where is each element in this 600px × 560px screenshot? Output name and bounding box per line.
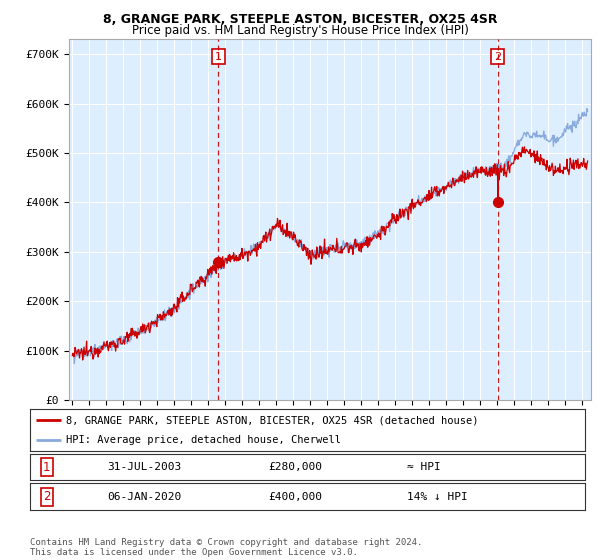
Text: 31-JUL-2003: 31-JUL-2003 xyxy=(108,462,182,472)
Text: 14% ↓ HPI: 14% ↓ HPI xyxy=(407,492,468,502)
Text: 06-JAN-2020: 06-JAN-2020 xyxy=(108,492,182,502)
Text: Price paid vs. HM Land Registry's House Price Index (HPI): Price paid vs. HM Land Registry's House … xyxy=(131,24,469,36)
Text: £400,000: £400,000 xyxy=(269,492,323,502)
Text: ≈ HPI: ≈ HPI xyxy=(407,462,441,472)
Text: 1: 1 xyxy=(215,52,222,62)
Text: 1: 1 xyxy=(43,460,50,474)
Text: £280,000: £280,000 xyxy=(269,462,323,472)
Text: 2: 2 xyxy=(43,490,50,503)
Text: Contains HM Land Registry data © Crown copyright and database right 2024.
This d: Contains HM Land Registry data © Crown c… xyxy=(30,538,422,557)
Text: HPI: Average price, detached house, Cherwell: HPI: Average price, detached house, Cher… xyxy=(66,435,341,445)
Text: 8, GRANGE PARK, STEEPLE ASTON, BICESTER, OX25 4SR (detached house): 8, GRANGE PARK, STEEPLE ASTON, BICESTER,… xyxy=(66,415,479,425)
Text: 8, GRANGE PARK, STEEPLE ASTON, BICESTER, OX25 4SR: 8, GRANGE PARK, STEEPLE ASTON, BICESTER,… xyxy=(103,13,497,26)
Text: 2: 2 xyxy=(494,52,502,62)
